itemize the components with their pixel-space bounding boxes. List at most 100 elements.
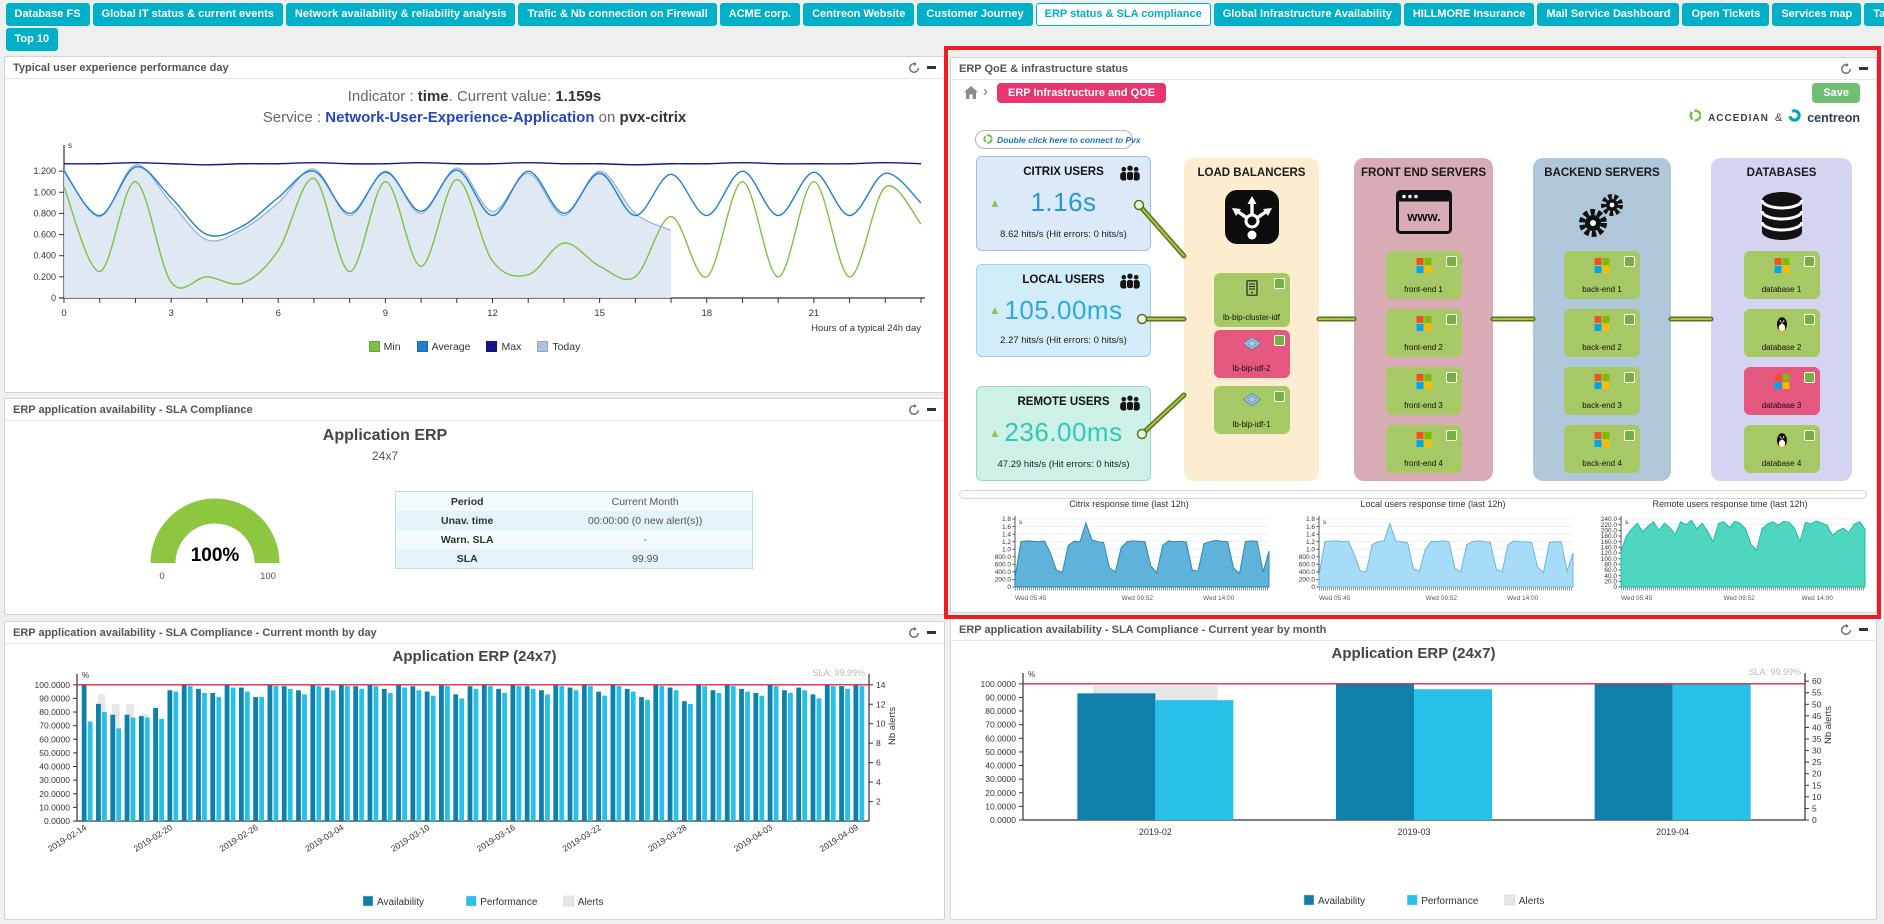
minimize-icon[interactable] [1859,67,1868,70]
windows-icon [1416,258,1431,278]
node-front-end-2[interactable]: front-end 2 [1385,309,1462,357]
table-row: Unav. time 00:00:00 (0 new alert(s)) [396,511,752,530]
node-label: back-end 2 [1582,343,1622,352]
svg-text:SLA: 99.99%: SLA: 99.99% [812,668,865,678]
svg-text:Wed 05:45: Wed 05:45 [1621,595,1653,602]
user-group-local-users[interactable]: LOCAL USERS ▲ 105.00ms 2.27 hits/s (Hit err… [976,264,1151,357]
node-database-4[interactable]: database 4 [1743,425,1820,473]
svg-text:Wed 09:52: Wed 09:52 [1426,595,1458,602]
refresh-icon[interactable] [908,626,920,639]
column-load-balancers: LOAD BALANCERS lb-bip-cluster-idf lb-bip-i… [1184,158,1319,481]
minimize-icon[interactable] [927,408,936,411]
node-front-end-1[interactable]: front-end 1 [1385,251,1462,299]
minimize-icon[interactable] [927,66,936,69]
table-row: Period Current Month [450,495,679,508]
node-label: lb-bip-cluster-idf [1223,313,1280,322]
node-database-3[interactable]: database 3 [1743,367,1820,415]
refresh-icon[interactable] [1840,62,1852,75]
tab-database-fs[interactable]: Database FS [5,3,90,26]
node-lb-bip-idf-2[interactable]: lb-bip-idf-2 [1213,330,1290,378]
svg-text:10: 10 [1812,792,1822,802]
svg-text:%: % [82,671,89,680]
svg-text:0: 0 [159,571,164,582]
svg-text:0.200: 0.200 [33,272,56,282]
status-badge [1624,256,1635,267]
node-label: database 3 [1761,401,1802,410]
svg-text:s: s [68,141,72,150]
panel-title: ERP application availability - SLA Compl… [959,623,1327,636]
svg-text:0: 0 [51,293,56,303]
service-link[interactable]: Network-User-Experience-Application [325,109,595,126]
svg-text:10: 10 [876,719,886,729]
svg-text:15: 15 [1812,780,1822,790]
legend-item: Max [486,341,521,353]
refresh-icon[interactable] [1840,623,1852,636]
tab-open-tickets[interactable]: Open Tickets [1682,3,1770,26]
tab-global-it-status-current-events[interactable]: Global IT status & current events [92,3,283,26]
tab-tactical-overview[interactable]: Tactical Overview [1864,3,1884,26]
breadcrumb[interactable]: ERP Infrastructure and QOE [997,83,1167,103]
tab-mail-service-dashboard[interactable]: Mail Service Dashboard [1537,3,1680,26]
tab-customer-journey[interactable]: Customer Journey [917,3,1033,26]
minimize-icon[interactable] [1859,628,1868,631]
node-front-end-4[interactable]: front-end 4 [1385,425,1462,473]
month-by-day-chart: 0.0000 10.0000 20.0000 30.0000 40.0000 50.000… [35,668,898,908]
svg-text:35: 35 [1812,734,1822,744]
refresh-icon[interactable] [908,403,920,416]
minimize-icon[interactable] [927,631,936,634]
node-lb-bip-cluster-idf[interactable]: lb-bip-cluster-idf [1213,273,1290,327]
refresh-icon[interactable] [908,61,920,74]
tab-acme-corp-[interactable]: ACME corp. [719,3,801,26]
svg-text:Performance: Performance [1421,896,1479,907]
svg-text:80.0: 80.0 [1604,562,1617,569]
tab-global-infrastructure-availability[interactable]: Global Infrastructure Availability [1213,3,1401,26]
status-badge [1803,256,1815,267]
tab-bar-row1: Database FS Global IT status & current ev… [4,3,1884,26]
tab-centreon-website[interactable]: Centreon Website [803,3,915,26]
horizontal-scrollbar[interactable] [959,490,1867,499]
hits-rate-label: 8.62 hits/s (Hit errors: 0 hits/s) [1000,229,1127,240]
users-group-icon [1119,273,1141,294]
status-badge [1624,314,1635,325]
node-back-end-1[interactable]: back-end 1 [1564,251,1640,299]
save-button[interactable]: Save [1812,83,1860,103]
svg-text:45: 45 [1812,711,1822,721]
status-badge [1803,430,1815,441]
node-database-2[interactable]: database 2 [1743,309,1820,357]
svg-text:1.8: 1.8 [1002,516,1011,523]
status-badge [1273,278,1285,289]
node-database-1[interactable]: database 1 [1743,251,1820,299]
panel-title: ERP application availability - SLA Compl… [13,403,253,416]
tab-hillmore-insurance[interactable]: HILLMORE Insurance [1403,3,1535,26]
node-back-end-2[interactable]: back-end 2 [1564,309,1640,357]
tab-network-availability-reliability-analysis[interactable]: Network availability & reliability analy… [285,3,516,26]
connect-to-pvx-button[interactable]: Double click here to connect to Pvx [975,130,1141,149]
tab-trafic-nb-connection-on-firewall[interactable]: Trafic & Nb connection on Firewall [518,3,717,26]
node-back-end-4[interactable]: back-end 4 [1564,425,1640,473]
mini-chart-local-mini: Local users response time (last 12h) 1.8 1… [1283,499,1583,616]
user-group-title: CITRIX USERS [1023,166,1104,178]
svg-text:30: 30 [1812,746,1822,756]
column-title: DATABASES [1746,167,1817,179]
svg-text:10.0000: 10.0000 [39,802,70,812]
node-lb-bip-idf-1[interactable]: lb-bip-idf-1 [1213,386,1290,434]
tab-services-map[interactable]: Services map [1772,3,1862,26]
tab-erp-status-sla-compliance[interactable]: ERP status & SLA compliance [1035,3,1211,26]
svg-text:1.2: 1.2 [1306,539,1315,546]
gauge-chart-subtitle: 24x7 [371,449,399,463]
svg-text:Nb alerts: Nb alerts [887,707,898,745]
node-back-end-3[interactable]: back-end 3 [1564,367,1640,415]
tab-top-10[interactable]: Top 10 [5,28,59,51]
svg-text:0: 0 [61,308,66,319]
svg-text:50: 50 [1812,699,1822,709]
svg-text:2019-03-10: 2019-03-10 [389,822,431,854]
windows-icon [1594,432,1610,452]
node-front-end-3[interactable]: front-end 3 [1385,367,1462,415]
user-group-remote-users[interactable]: REMOTE USERS ▲ 236.00ms 47.29 hits/s (Hit e… [976,386,1151,481]
home-icon[interactable] [963,85,979,105]
svg-text:100%: 100% [191,545,240,566]
user-group-citrix-users[interactable]: CITRIX USERS ▲ 1.16s 8.62 hits/s (Hit error… [976,156,1151,251]
svg-text:Hours of a typical 24h day: Hours of a typical 24h day [811,323,921,334]
user-group-title: REMOTE USERS [1017,396,1110,408]
